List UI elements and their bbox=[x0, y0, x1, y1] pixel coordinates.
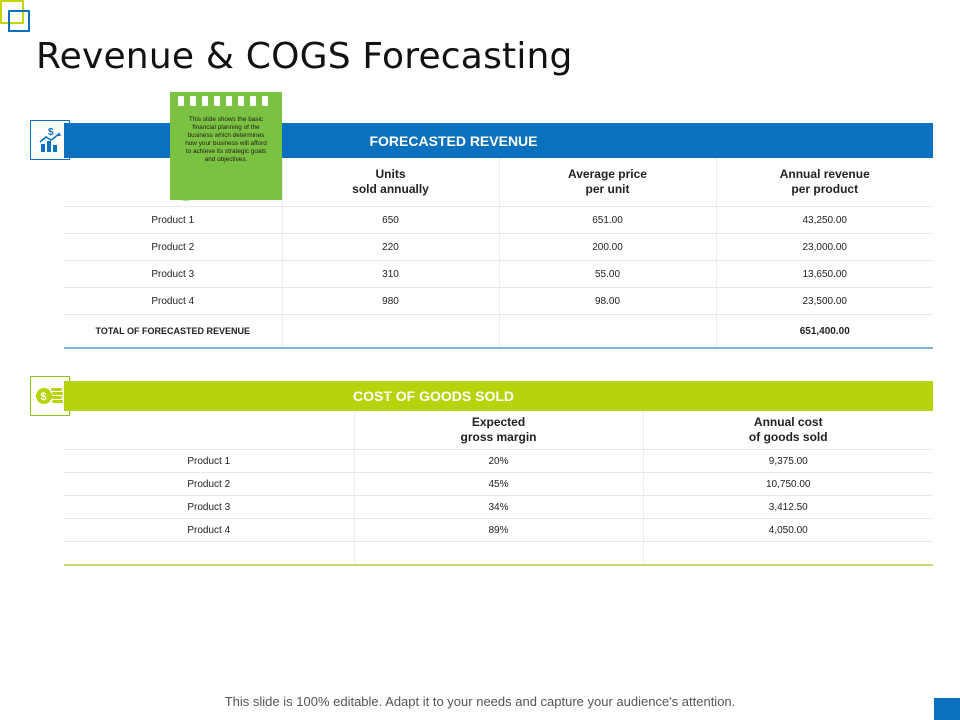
table-row: Product 1 650 651.00 43,250.00 bbox=[64, 206, 933, 234]
sticky-note-shape bbox=[170, 92, 282, 201]
corner-square-blue bbox=[8, 10, 30, 32]
price-cell: 651.00 bbox=[499, 206, 717, 234]
svg-text:$: $ bbox=[41, 391, 47, 403]
revenue-icon-box: $ bbox=[30, 120, 70, 160]
cogs-header-label: COST OF GOODS SOLD bbox=[352, 388, 514, 404]
svg-text:$: $ bbox=[48, 127, 54, 138]
cogs-col-cost: Annual cost of goods sold bbox=[643, 411, 933, 450]
revenue-cell: 13,650.00 bbox=[716, 260, 933, 288]
table-row: Product 3 310 55.00 13,650.00 bbox=[64, 260, 933, 288]
total-value: 651,400.00 bbox=[716, 314, 933, 349]
cost-cell: 3,412.50 bbox=[643, 495, 933, 519]
dollar-chart-icon: $ bbox=[39, 127, 61, 152]
page-title: Revenue & COGS Forecasting bbox=[36, 36, 573, 78]
revenue-col-revenue: Annual revenue per product bbox=[716, 158, 933, 207]
cogs-header-bar: COST OF GOODS SOLD bbox=[64, 381, 933, 411]
product-cell: Product 1 bbox=[64, 206, 283, 234]
product-cell: Product 2 bbox=[64, 233, 283, 261]
cogs-header-row: Expected gross margin Annual cost of goods… bbox=[64, 411, 933, 450]
revenue-table: Units sold annually Average price per unit… bbox=[64, 158, 933, 349]
total-label: TOTAL OF FORECASTED REVENUE bbox=[64, 314, 283, 349]
revenue-col-units: Units sold annually bbox=[282, 158, 500, 207]
coins-icon: $ bbox=[36, 388, 63, 404]
table-row: Product 2 45% 10,750.00 bbox=[64, 472, 933, 496]
cogs-col-product bbox=[64, 411, 355, 450]
table-row: Product 3 34% 3,412.50 bbox=[64, 495, 933, 519]
margin-cell: 20% bbox=[354, 449, 644, 473]
revenue-header-label: FORECASTED REVENUE bbox=[369, 132, 538, 149]
cost-cell: 4,050.00 bbox=[643, 518, 933, 542]
units-cell: 310 bbox=[282, 260, 500, 288]
table-row-empty bbox=[64, 541, 933, 566]
table-row: Product 4 980 98.00 23,500.00 bbox=[64, 287, 933, 315]
revenue-total-row: TOTAL OF FORECASTED REVENUE 651,400.00 bbox=[64, 314, 933, 349]
revenue-cell: 43,250.00 bbox=[716, 206, 933, 234]
footer-square bbox=[934, 698, 960, 720]
units-cell: 220 bbox=[282, 233, 500, 261]
cogs-icon-box: $ bbox=[30, 376, 70, 416]
margin-cell: 34% bbox=[354, 495, 644, 519]
revenue-col-price: Average price per unit bbox=[499, 158, 717, 207]
price-cell: 200.00 bbox=[499, 233, 717, 261]
product-cell: Product 3 bbox=[64, 260, 283, 288]
product-cell: Product 4 bbox=[64, 518, 355, 542]
revenue-cell: 23,000.00 bbox=[716, 233, 933, 261]
table-row: Product 1 20% 9,375.00 bbox=[64, 449, 933, 473]
cost-cell: 10,750.00 bbox=[643, 472, 933, 496]
table-row: Product 2 220 200.00 23,000.00 bbox=[64, 233, 933, 261]
cost-cell: 9,375.00 bbox=[643, 449, 933, 473]
product-cell: Product 2 bbox=[64, 472, 355, 496]
product-cell: Product 1 bbox=[64, 449, 355, 473]
sticky-note bbox=[170, 92, 282, 201]
product-cell: Product 3 bbox=[64, 495, 355, 519]
price-cell: 98.00 bbox=[499, 287, 717, 315]
footer-text: This slide is 100% editable. Adapt it to… bbox=[224, 694, 736, 709]
product-cell: Product 4 bbox=[64, 287, 283, 315]
units-cell: 980 bbox=[282, 287, 500, 315]
units-cell: 650 bbox=[282, 206, 500, 234]
margin-cell: 89% bbox=[354, 518, 644, 542]
table-row: Product 4 89% 4,050.00 bbox=[64, 518, 933, 542]
sticky-note-text: This slide shows the basic financial pla… bbox=[185, 116, 267, 163]
cogs-table: Expected gross margin Annual cost of goods… bbox=[64, 411, 933, 566]
revenue-cell: 23,500.00 bbox=[716, 287, 933, 315]
cogs-col-margin: Expected gross margin bbox=[354, 411, 644, 450]
margin-cell: 45% bbox=[354, 472, 644, 496]
price-cell: 55.00 bbox=[499, 260, 717, 288]
corner-square-yellow bbox=[0, 0, 24, 24]
